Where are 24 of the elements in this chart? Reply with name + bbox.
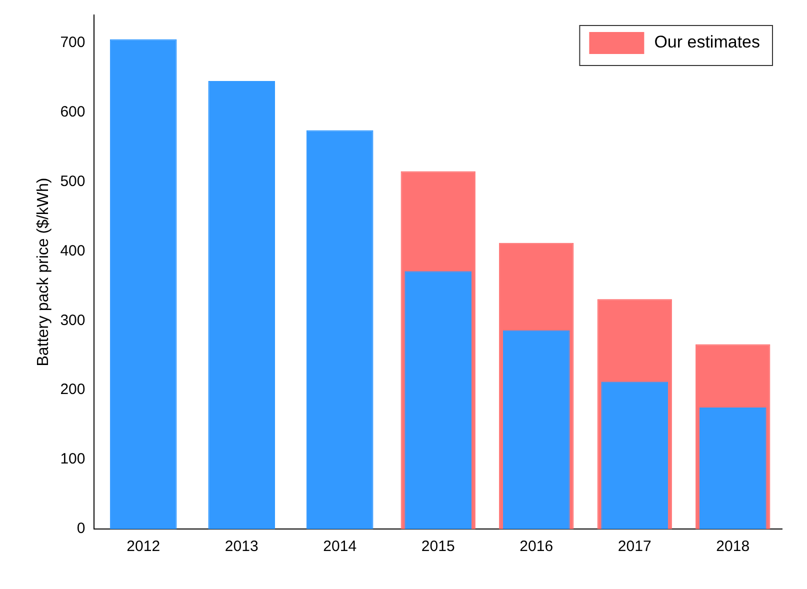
x-tick-label: 2014: [323, 538, 357, 556]
x-tick-label: 2018: [716, 538, 750, 556]
y-tick-label: 100: [60, 450, 86, 468]
y-tick-label: 400: [60, 242, 86, 260]
y-tick-label: 0: [76, 520, 86, 538]
bar: [699, 407, 766, 529]
legend-label: Our estimates: [654, 32, 760, 52]
y-tick-label: 200: [60, 381, 86, 398]
x-tick-label: 2015: [421, 538, 455, 556]
bar: [404, 271, 472, 529]
x-tick-label: 2012: [126, 538, 160, 556]
y-axis-title: Battery pack price ($/kWh): [35, 178, 52, 366]
y-tick-label: 300: [60, 312, 86, 329]
y-tick-label: 600: [60, 103, 86, 120]
y-tick-label: 700: [60, 34, 86, 51]
x-tick-label: 2017: [618, 538, 652, 556]
y-tick-label: 500: [60, 172, 86, 190]
x-tick-label: 2016: [520, 538, 554, 556]
bar: [306, 130, 374, 529]
bar: [208, 80, 276, 529]
bar: [502, 330, 570, 529]
x-tick-label: 2013: [224, 538, 258, 556]
bar: [601, 382, 668, 529]
bar: [110, 39, 177, 529]
